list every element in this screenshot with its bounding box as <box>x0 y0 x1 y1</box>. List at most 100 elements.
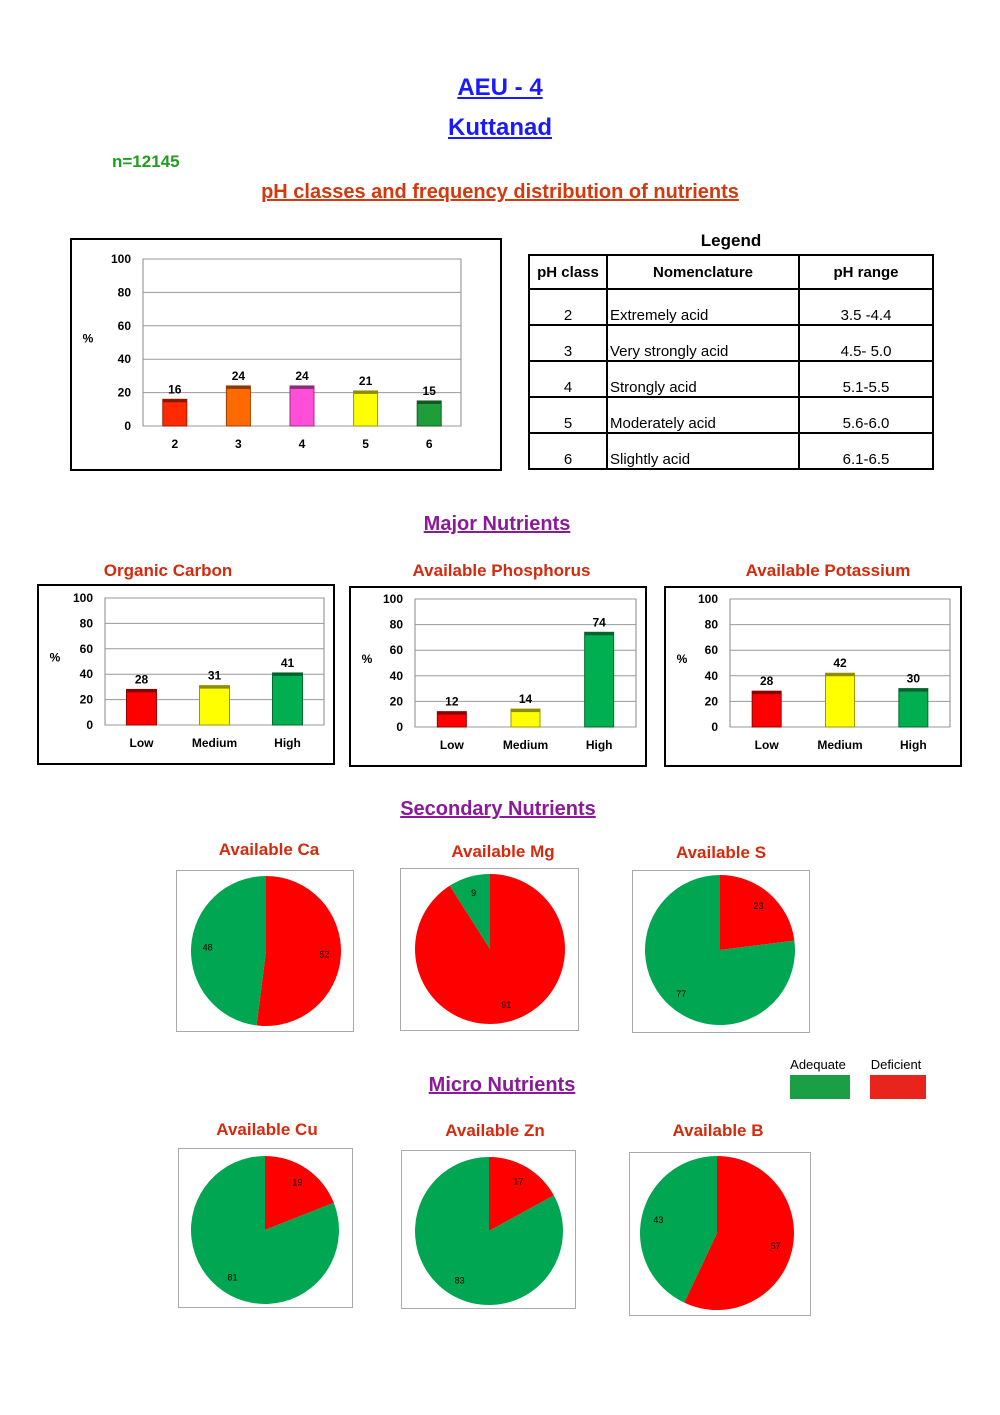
y-tick-label: 80 <box>390 618 404 632</box>
y-tick-label: 100 <box>73 591 93 605</box>
x-tick-label: 5 <box>362 437 369 451</box>
bar <box>126 688 157 726</box>
bar <box>825 672 855 728</box>
slice-label: 77 <box>676 989 686 999</box>
x-tick-label: 4 <box>299 437 306 451</box>
data-label: 30 <box>907 672 921 686</box>
chart-title: Available Cu <box>216 1120 318 1139</box>
ph-class-cell: 3 <box>528 324 608 362</box>
bar <box>584 631 615 728</box>
y-tick-label: 40 <box>80 667 94 681</box>
bar-top-edge <box>126 689 157 693</box>
secondary-nutrients-heading: Secondary Nutrients <box>400 798 596 820</box>
ph-class-cell: 6 <box>528 432 608 470</box>
y-tick-label: 60 <box>118 319 132 333</box>
copper-pie-frame: 19 81 <box>178 1148 353 1308</box>
ph-legend-table-wrap: pH class Nomenclature pH range 2 Extreme… <box>528 254 934 470</box>
y-tick-label: 60 <box>80 642 94 656</box>
ph-range-cell: 4.5- 5.0 <box>798 324 934 362</box>
slice-label: 48 <box>203 942 213 952</box>
x-tick-label: Medium <box>192 736 237 750</box>
bar <box>898 688 929 728</box>
table-header-row: pH class Nomenclature pH range <box>528 254 934 290</box>
column-header: pH range <box>798 254 934 290</box>
chart-title: Available Zn <box>445 1121 545 1140</box>
x-tick-label: High <box>586 738 613 752</box>
bar-top-edge <box>272 672 303 676</box>
table-row: 5 Moderately acid 5.6-6.0 <box>528 396 934 434</box>
ph-range-cell: 6.1-6.5 <box>798 432 934 470</box>
bar-top-edge <box>290 385 314 389</box>
data-label: 28 <box>760 674 774 688</box>
x-tick-label: Medium <box>817 738 862 752</box>
y-axis-label: % <box>677 652 688 666</box>
y-tick-label: 80 <box>118 285 132 299</box>
pie-slice-deficient <box>256 876 341 1026</box>
column-header: Nomenclature <box>606 254 800 290</box>
table-row: 3 Very strongly acid 4.5- 5.0 <box>528 324 934 362</box>
bar <box>289 385 315 427</box>
x-tick-label: 2 <box>171 437 178 451</box>
bar-top-edge <box>162 399 187 403</box>
data-label: 16 <box>168 382 182 396</box>
ph-class-cell: 5 <box>528 396 608 434</box>
bar <box>199 685 230 726</box>
x-tick-label: High <box>274 736 301 750</box>
x-tick-label: Medium <box>503 738 548 752</box>
pie-slice-deficient <box>684 1156 794 1310</box>
y-tick-label: 40 <box>118 352 132 366</box>
bar-top-edge <box>437 711 467 715</box>
slice-label: 17 <box>513 1176 523 1186</box>
column-header: pH class <box>528 254 608 290</box>
pie-slice-deficient <box>489 1157 554 1231</box>
ph-range-cell: 5.1-5.5 <box>798 360 934 398</box>
boron-pie-chart: 57 43 <box>640 1156 794 1310</box>
slice-label: 83 <box>455 1276 465 1286</box>
sample-count: n=12145 <box>112 152 180 171</box>
sulphur-pie-frame: 23 77 <box>632 870 810 1033</box>
calcium-pie-frame: 52 48 <box>176 870 354 1032</box>
slice-label: 57 <box>771 1241 781 1251</box>
pie-slice-adequate <box>415 1157 563 1305</box>
chart-title: Available S <box>675 843 767 862</box>
major-nutrients-heading: Major Nutrients <box>423 513 571 535</box>
data-label: 12 <box>445 695 459 709</box>
nomenclature-cell: Moderately acid <box>606 396 800 434</box>
micro-nutrients-heading: Micro Nutrients <box>428 1074 576 1096</box>
chart-title: Organic Carbon <box>103 561 233 580</box>
potassium-bar-chart: 0 20 40 60 80 100% 28 Low 42 Medium 30 High <box>677 592 951 752</box>
boron-pie-frame: 57 43 <box>629 1152 811 1316</box>
data-label: 21 <box>359 374 373 388</box>
slice-label: 81 <box>228 1273 238 1283</box>
y-tick-label: 20 <box>705 694 719 708</box>
bar-top-edge <box>752 691 782 695</box>
bar <box>272 672 303 726</box>
bar <box>416 400 442 427</box>
calcium-pie-chart: 52 48 <box>190 876 341 1026</box>
table-row: 4 Strongly acid 5.1-5.5 <box>528 360 934 398</box>
data-label: 74 <box>592 615 606 629</box>
bar <box>751 690 782 728</box>
nomenclature-cell: Very strongly acid <box>606 324 800 362</box>
page-title: AEU - 4 <box>457 74 543 101</box>
phosphorus-bar-chart: 0 20 40 60 80 100% 12 Low 14 Medium 74 High <box>362 592 637 752</box>
bar-top-edge <box>199 685 230 689</box>
legend-swatch-deficient <box>870 1075 926 1099</box>
slice-label: 43 <box>653 1215 663 1225</box>
organic-carbon-bar-chart: 0 20 40 60 80 100% 28 Low 31 Medium 41 High <box>50 591 325 750</box>
bar-top-edge <box>898 688 928 692</box>
zinc-pie-frame: 17 83 <box>401 1150 576 1309</box>
bar <box>353 390 379 427</box>
pie-slice-adequate <box>449 874 490 949</box>
chart-title: Available Phosphorus <box>412 561 591 580</box>
bar-top-edge <box>584 632 614 636</box>
bar <box>225 385 251 427</box>
y-axis-label: % <box>362 652 373 666</box>
x-tick-label: 3 <box>235 437 242 451</box>
y-tick-label: 20 <box>118 386 132 400</box>
x-tick-label: Low <box>755 738 780 752</box>
y-tick-label: 60 <box>390 643 404 657</box>
potassium-chart-frame: 0 20 40 60 80 100% 28 Low 42 Medium 30 High <box>664 586 962 767</box>
slice-label: 19 <box>292 1177 302 1187</box>
